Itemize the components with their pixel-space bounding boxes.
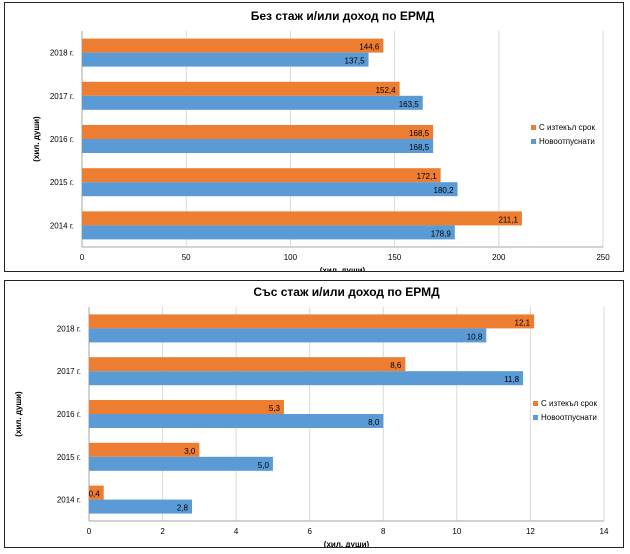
legend-label: Новоотпуснати — [539, 137, 595, 146]
category-label: 2017 г. — [50, 92, 74, 101]
chart-title: Със стаж и/или доход по ЕРМД — [253, 285, 440, 299]
category-label: 2015 г. — [50, 178, 74, 187]
bar-new — [82, 225, 455, 240]
y-axis-label: (хил. души) — [32, 116, 41, 162]
data-label: 178,9 — [431, 229, 452, 238]
x-tick-label: 50 — [182, 253, 191, 262]
x-tick-label: 200 — [492, 253, 506, 262]
bar-new — [89, 371, 524, 386]
data-label: 2,8 — [177, 504, 189, 513]
bar-expired — [82, 81, 400, 96]
bar-expired — [82, 125, 434, 139]
x-tick-label: 8 — [381, 527, 386, 536]
data-label: 8,6 — [390, 361, 402, 370]
bar-expired — [89, 357, 406, 372]
bar-new — [89, 456, 273, 471]
data-label: 0,4 — [89, 490, 101, 499]
chart-panel-with-record: Със стаж и/или доход по ЕРМД 0 2 4 6 8 10 12 14 (… — [4, 280, 624, 548]
x-tick-label: 10 — [452, 527, 461, 536]
data-label: 168,5 — [409, 129, 430, 138]
bar-expired — [89, 400, 284, 414]
category-label: 2016 г. — [50, 135, 74, 144]
chart-title: Без стаж и/или доход по ЕРМД — [251, 9, 435, 23]
legend-label: С изтекъл срок — [539, 123, 595, 132]
category-label: 2014 г. — [50, 221, 74, 230]
legend-label: Новоотпуснати — [541, 413, 597, 422]
data-label: 8,0 — [368, 418, 380, 427]
bar-expired — [82, 168, 441, 183]
x-axis-label: (хил. души) — [324, 540, 370, 547]
data-label: 211,1 — [498, 215, 518, 224]
x-tick-label: 2 — [160, 527, 165, 536]
category-label: 2018 г. — [57, 324, 81, 333]
bar-expired — [89, 442, 200, 457]
data-label: 168,5 — [409, 143, 430, 152]
bar-new — [82, 182, 458, 197]
bar-expired — [89, 314, 535, 329]
category-label: 2018 г. — [50, 49, 74, 58]
legend-swatch — [531, 139, 536, 144]
bar-new — [89, 328, 487, 343]
x-tick-label: 14 — [600, 527, 609, 536]
bar-expired — [82, 211, 522, 226]
legend-swatch — [533, 415, 538, 420]
x-tick-label: 4 — [234, 527, 239, 536]
category-label: 2016 г. — [57, 410, 81, 419]
bar-new — [82, 52, 369, 67]
data-label: 12,1 — [515, 318, 531, 327]
bar-expired — [89, 485, 104, 500]
data-label: 152,4 — [376, 86, 397, 95]
x-tick-label: 250 — [596, 253, 610, 262]
data-label: 172,1 — [417, 172, 438, 181]
data-label: 137,5 — [345, 57, 366, 66]
x-tick-label: 150 — [388, 253, 402, 262]
category-label: 2017 г. — [57, 367, 81, 376]
y-axis-label: (хил. души) — [14, 391, 23, 437]
data-label: 180,2 — [434, 186, 455, 195]
data-label: 144,6 — [359, 43, 380, 52]
chart-panel-no-record: Без стаж и/или доход по ЕРМД 0 50 100 150 200… — [4, 2, 624, 272]
data-label: 5,0 — [258, 461, 270, 470]
category-label: 2014 г. — [57, 496, 81, 505]
bar-new — [82, 139, 434, 153]
bar-expired — [82, 38, 384, 53]
legend-swatch — [531, 125, 536, 130]
data-label: 11,8 — [504, 375, 520, 384]
x-tick-label: 12 — [526, 527, 535, 536]
data-label: 163,5 — [399, 100, 420, 109]
chart-with-record: Със стаж и/или доход по ЕРМД 0 2 4 6 8 10 12 14 (… — [14, 285, 609, 547]
x-tick-label: 0 — [87, 527, 92, 536]
category-label: 2015 г. — [57, 453, 81, 462]
legend-swatch — [533, 401, 538, 406]
bar-new — [82, 95, 423, 110]
data-label: 10,8 — [467, 332, 483, 341]
legend-label: С изтекъл срок — [541, 399, 597, 408]
x-tick-label: 100 — [284, 253, 298, 262]
data-label: 5,3 — [269, 404, 281, 413]
chart-no-record: Без стаж и/или доход по ЕРМД 0 50 100 150 200… — [32, 9, 610, 271]
x-tick-label: 6 — [307, 527, 312, 536]
bar-new — [89, 414, 384, 428]
x-axis-label: (хил. души) — [320, 266, 366, 271]
bar-new — [89, 499, 192, 514]
data-label: 3,0 — [184, 447, 196, 456]
x-tick-label: 0 — [80, 253, 85, 262]
